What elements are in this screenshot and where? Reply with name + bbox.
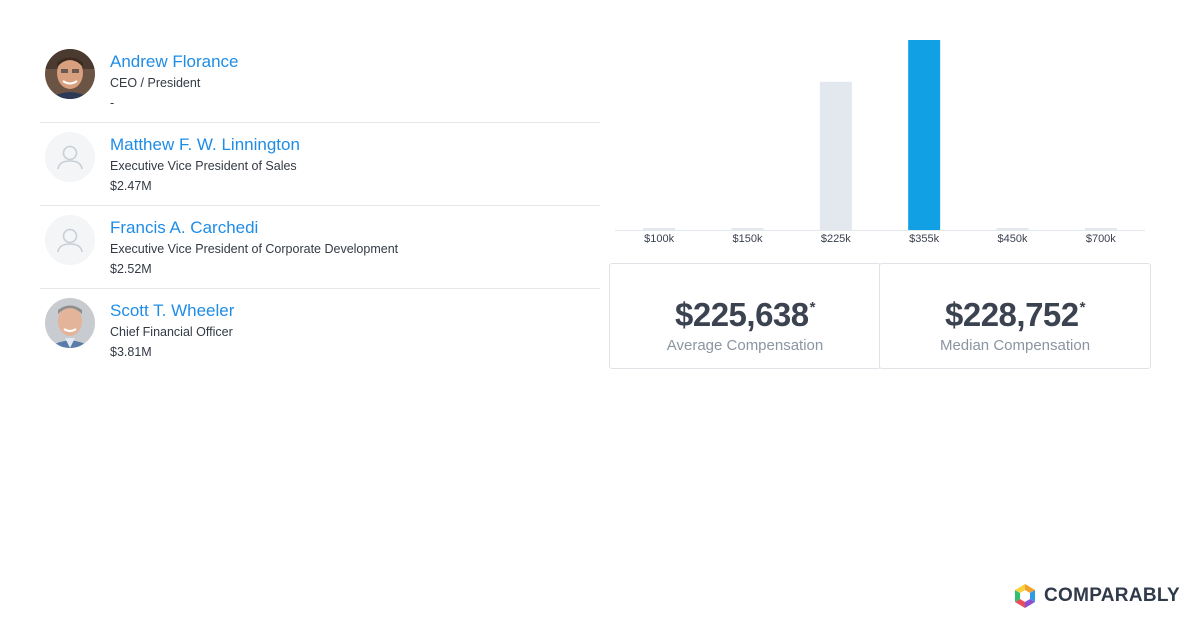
executive-title: CEO / President: [110, 76, 201, 90]
chart-tick-label: $150k: [733, 233, 763, 245]
executive-row: Andrew Florance CEO / President -: [40, 40, 600, 123]
executive-compensation: $2.47M: [110, 179, 152, 193]
average-compensation-value: $225,638*: [675, 296, 816, 333]
executive-row: Matthew F. W. Linnington Executive Vice …: [40, 123, 600, 206]
median-compensation-value: $228,752*: [945, 296, 1086, 333]
chart-tick-label: $355k: [909, 233, 939, 245]
median-compensation-label: Median Compensation: [939, 337, 1091, 354]
executive-compensation: $2.52M: [110, 262, 152, 276]
executives-list: Andrew Florance CEO / President - Matthe…: [40, 40, 600, 371]
median-compensation-card: $228,752* Median Compensation: [879, 263, 1151, 369]
chart-bar-150k[interactable]: [731, 228, 764, 230]
executive-row: Scott T. Wheeler Chief Financial Officer…: [40, 289, 600, 371]
chart-tick-label: $700k: [1086, 233, 1116, 245]
executive-name[interactable]: Matthew F. W. Linnington: [110, 135, 300, 154]
chart-bar-225k[interactable]: [819, 81, 852, 230]
chart-bar-700k[interactable]: [1084, 228, 1117, 230]
executive-name[interactable]: Francis A. Carchedi: [110, 218, 259, 237]
avatar[interactable]: [45, 298, 95, 348]
chart-bar-355k[interactable]: [908, 40, 941, 230]
asterisk-mark: *: [809, 299, 816, 316]
chart-bar-450k[interactable]: [996, 228, 1029, 230]
chart-bar-100k[interactable]: [643, 228, 676, 230]
avatar[interactable]: [45, 49, 95, 99]
brand[interactable]: COMPARABLY: [1012, 582, 1180, 610]
executive-name[interactable]: Scott T. Wheeler: [110, 301, 235, 320]
avatar-placeholder-icon[interactable]: [45, 215, 95, 265]
chart-tick-label: $450k: [998, 233, 1028, 245]
average-compensation-card: $225,638* Average Compensation: [609, 263, 881, 369]
executive-compensation: -: [110, 96, 115, 110]
average-compensation-label: Average Compensation: [666, 337, 824, 354]
executive-title: Executive Vice President of Sales: [110, 159, 297, 173]
compensation-chart: $100k $150k $225k $355k $450k $700k: [615, 30, 1145, 250]
compensation-stats: $225,638* Average Compensation $228,752*…: [609, 263, 1151, 369]
chart-tick-label: $225k: [821, 233, 851, 245]
comparably-logo-icon: [1014, 584, 1035, 608]
compensation-chart-svg: $100k $150k $225k $355k $450k $700k: [615, 40, 1145, 245]
executive-name[interactable]: Andrew Florance: [110, 52, 239, 71]
avatar-placeholder-icon[interactable]: [45, 132, 95, 182]
chart-tick-label: $100k: [644, 233, 674, 245]
asterisk-mark: *: [1079, 299, 1086, 316]
executive-compensation: $3.81M: [110, 345, 152, 359]
brand-name: COMPARABLY: [1043, 585, 1180, 606]
executive-row: Francis A. Carchedi Executive Vice Presi…: [40, 206, 600, 289]
executive-title: Executive Vice President of Corporate De…: [110, 242, 399, 256]
executive-title: Chief Financial Officer: [110, 325, 233, 339]
